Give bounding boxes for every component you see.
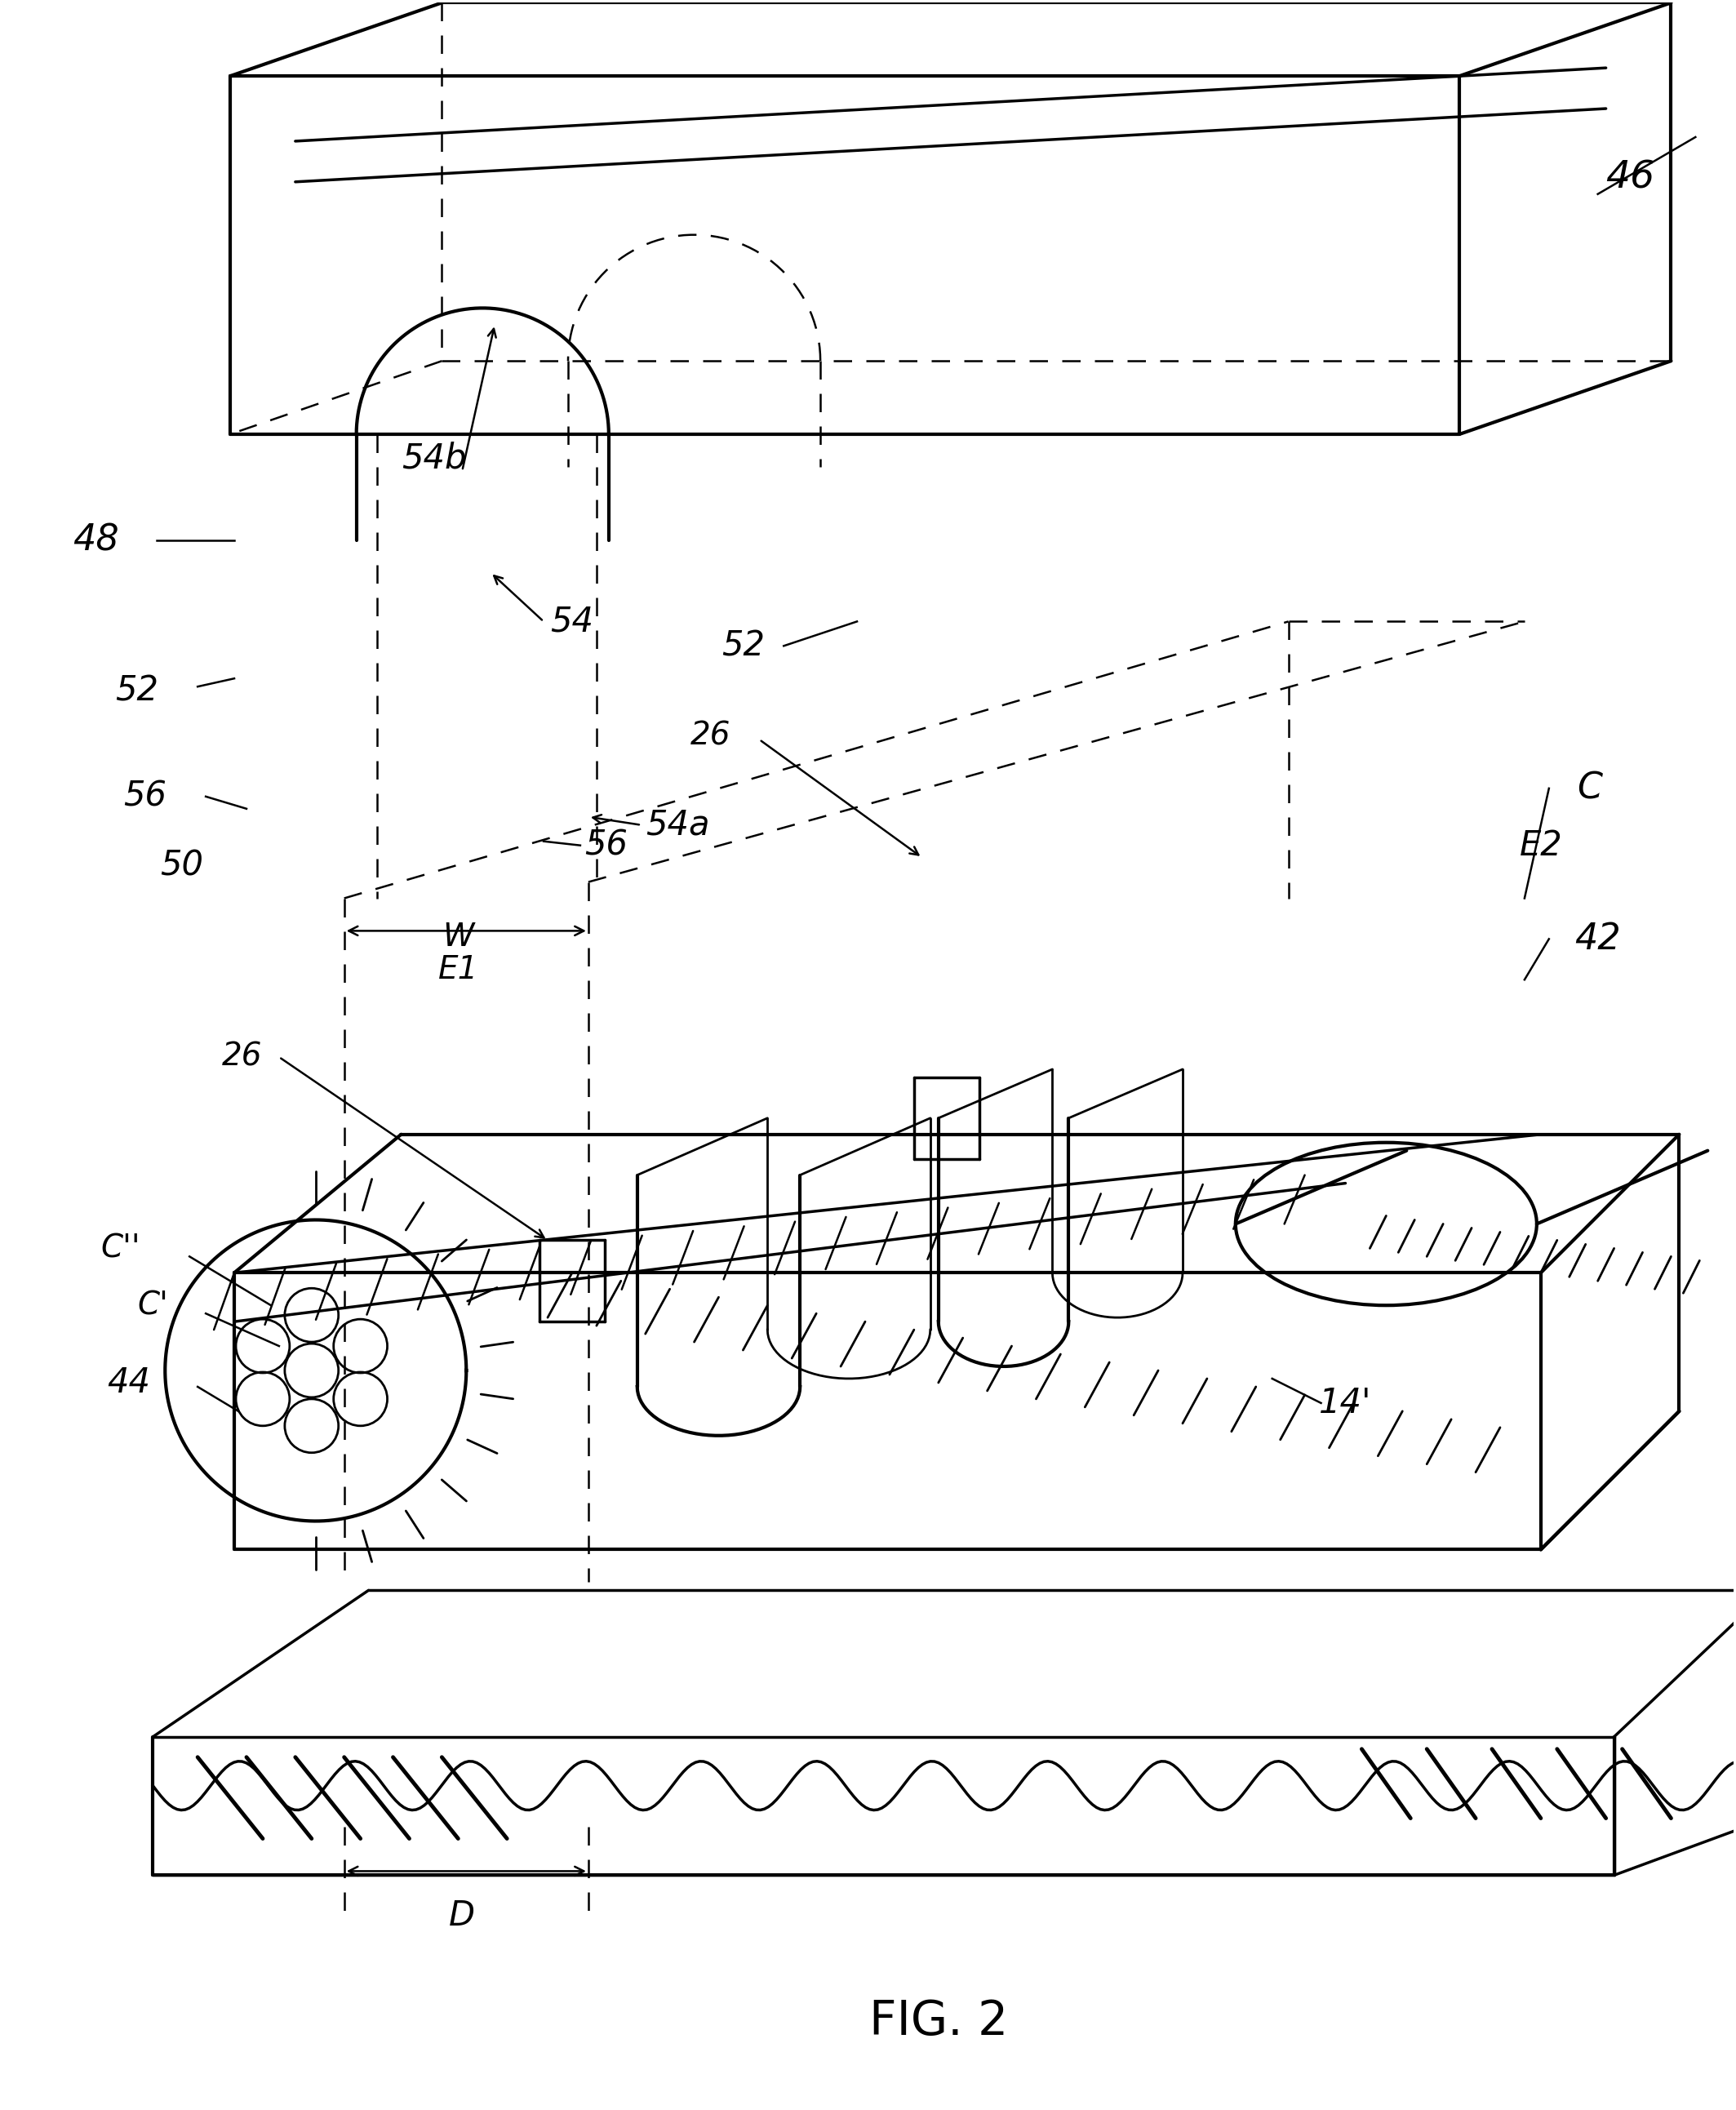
Text: 56: 56 (585, 829, 627, 863)
Text: 52: 52 (722, 629, 764, 663)
Text: 54b: 54b (401, 441, 465, 475)
Text: D: D (450, 1899, 476, 1933)
Text: 44: 44 (108, 1365, 149, 1399)
Text: 42: 42 (1575, 922, 1621, 956)
Text: FIG. 2: FIG. 2 (870, 1998, 1009, 2045)
Text: C'': C'' (101, 1232, 141, 1264)
Text: 26: 26 (222, 1042, 262, 1072)
Text: 50: 50 (160, 848, 203, 882)
Text: 52: 52 (115, 673, 158, 707)
Text: 26: 26 (691, 720, 731, 751)
Text: C: C (1576, 770, 1602, 806)
Text: 56: 56 (123, 779, 167, 814)
Text: 54: 54 (550, 603, 594, 639)
Text: 46: 46 (1606, 160, 1654, 196)
Text: W: W (443, 922, 474, 954)
Text: 48: 48 (73, 523, 120, 557)
Text: E1: E1 (437, 954, 479, 985)
Text: 54a: 54a (646, 808, 710, 842)
Text: E2: E2 (1519, 829, 1562, 863)
Text: C': C' (137, 1289, 168, 1321)
Text: 14': 14' (1319, 1386, 1371, 1420)
